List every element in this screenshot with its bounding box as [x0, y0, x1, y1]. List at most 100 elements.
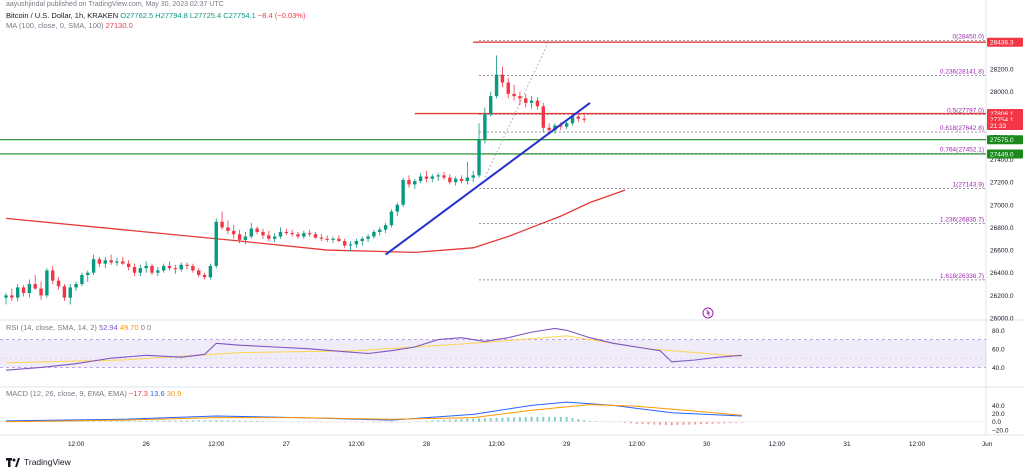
price-tick-label: 26600.0 [990, 248, 1014, 255]
candle-body [471, 175, 475, 178]
price-tick-label: 27400.0 [990, 157, 1014, 164]
candle-body [220, 221, 224, 228]
rsi-legend: RSI (14, close, SMA, 14, 2) 52.94 49.70 … [6, 323, 151, 332]
price-tag-label: 27806.1 [990, 111, 1014, 118]
candle-body [354, 241, 359, 245]
fib-level-label: 1.236(26835.7) [940, 216, 984, 223]
candle-body [366, 236, 370, 239]
macd-histogram-bar [705, 421, 708, 424]
rsi-value: 52.94 [98, 323, 118, 332]
macd-histogram-bar [139, 420, 142, 422]
candle-body [570, 116, 575, 124]
macd-histogram-bar [431, 420, 434, 422]
candle-body [267, 235, 271, 239]
candle-body [4, 295, 8, 298]
time-tick-label: 12:00 [208, 441, 225, 448]
candle-body [237, 234, 242, 240]
candle-body [45, 270, 49, 296]
rsi-tick-label: 60.0 [992, 346, 1005, 353]
price-tag [987, 37, 1023, 47]
candle-body [296, 234, 300, 237]
macd-tick-label: 20.0 [992, 411, 1005, 418]
macd-histogram-bar [372, 421, 375, 423]
macd-histogram-bar [483, 418, 486, 422]
macd-histogram-bar [437, 420, 440, 422]
time-tick-label: 26 [143, 441, 151, 448]
price-tick-label: 28200.0 [990, 66, 1014, 73]
macd-histogram-bar [250, 420, 253, 422]
macd-histogram-bar [162, 420, 165, 422]
macd-histogram-bar [104, 420, 107, 422]
macd-histogram-bar [454, 419, 457, 422]
macd-histogram-bar [261, 421, 264, 422]
candle-body [436, 175, 440, 177]
rsi-ma-value: 49.70 [119, 323, 139, 332]
candle-body [249, 228, 253, 237]
candle-body [465, 177, 470, 182]
symbol-title: Bitcoin / U.S. Dollar, 1h, KRAKEN [6, 11, 119, 20]
candle-body [453, 178, 458, 183]
candle-body [302, 233, 306, 237]
candle-body [91, 259, 96, 273]
macd-histogram-bar [653, 421, 656, 425]
macd-histogram-bar [489, 417, 492, 422]
macd-histogram-bar [699, 421, 702, 425]
candle-body [74, 284, 78, 288]
macd-histogram-bar [256, 420, 259, 422]
macd-histogram-bar [553, 416, 556, 422]
price-tag [987, 135, 1023, 145]
price-tick-label: 26400.0 [990, 270, 1014, 277]
candle-body [103, 260, 107, 264]
macd-histogram-bar [186, 420, 189, 422]
macd-histogram-bar [226, 420, 229, 422]
time-tick-label: 27 [283, 441, 291, 448]
candle-body [173, 268, 178, 270]
macd-line [5, 401, 742, 422]
macd-histogram-bar [729, 421, 732, 424]
macd-histogram-bar [513, 417, 516, 422]
macd-histogram-bar [80, 420, 83, 422]
candle-body [126, 263, 131, 268]
price-tick-label: 27200.0 [990, 180, 1014, 187]
candle-body [179, 264, 183, 270]
fib-level-label: 0.764(27452.1) [940, 147, 984, 154]
time-tick-label: 12:00 [348, 441, 365, 448]
candle-body [109, 260, 113, 263]
macd-label: MACD (12, 26, close, 9, EMA, EMA) [6, 389, 127, 398]
candle-body [576, 116, 581, 119]
macd-histogram-bar [151, 420, 153, 422]
macd-hist-value: −17.3 [128, 389, 148, 398]
published-line: aayushjindal published on TradingView.co… [6, 1, 224, 8]
macd-legend: MACD (12, 26, close, 9, EMA, EMA) −17.3 … [6, 389, 181, 398]
time-tick-label: 29 [563, 441, 571, 448]
candle-body [407, 179, 411, 185]
macd-histogram-bar [688, 421, 691, 425]
macd-histogram-bar [542, 416, 545, 422]
candle-body [401, 179, 405, 205]
candle-body [512, 93, 516, 97]
ma100-line [5, 189, 626, 253]
candle-body [208, 265, 213, 278]
price-tick-label: 27000.0 [990, 202, 1014, 209]
macd-histogram-bar [629, 421, 632, 424]
price-tag [987, 121, 1023, 131]
replay-icon [702, 307, 714, 319]
candle-body [424, 176, 429, 179]
low-value: L27725.4 [189, 11, 222, 20]
candle-body [86, 272, 90, 275]
fib-anchor-line [484, 40, 550, 178]
macd-histogram-bar [559, 416, 562, 422]
macd-histogram-bar [670, 421, 673, 426]
macd-histogram-bar [472, 418, 475, 422]
macd-histogram-bar [641, 421, 644, 425]
candle-body [313, 234, 318, 238]
macd-histogram-bar [180, 420, 183, 422]
candle-body [489, 96, 493, 115]
footer-brand-text: TradingView [24, 457, 71, 467]
candle-body [21, 287, 26, 294]
macd-histogram-bar [518, 417, 521, 422]
time-tick-label: Jun [982, 441, 993, 448]
candle-body [430, 176, 435, 179]
macd-histogram-bar [133, 420, 136, 422]
